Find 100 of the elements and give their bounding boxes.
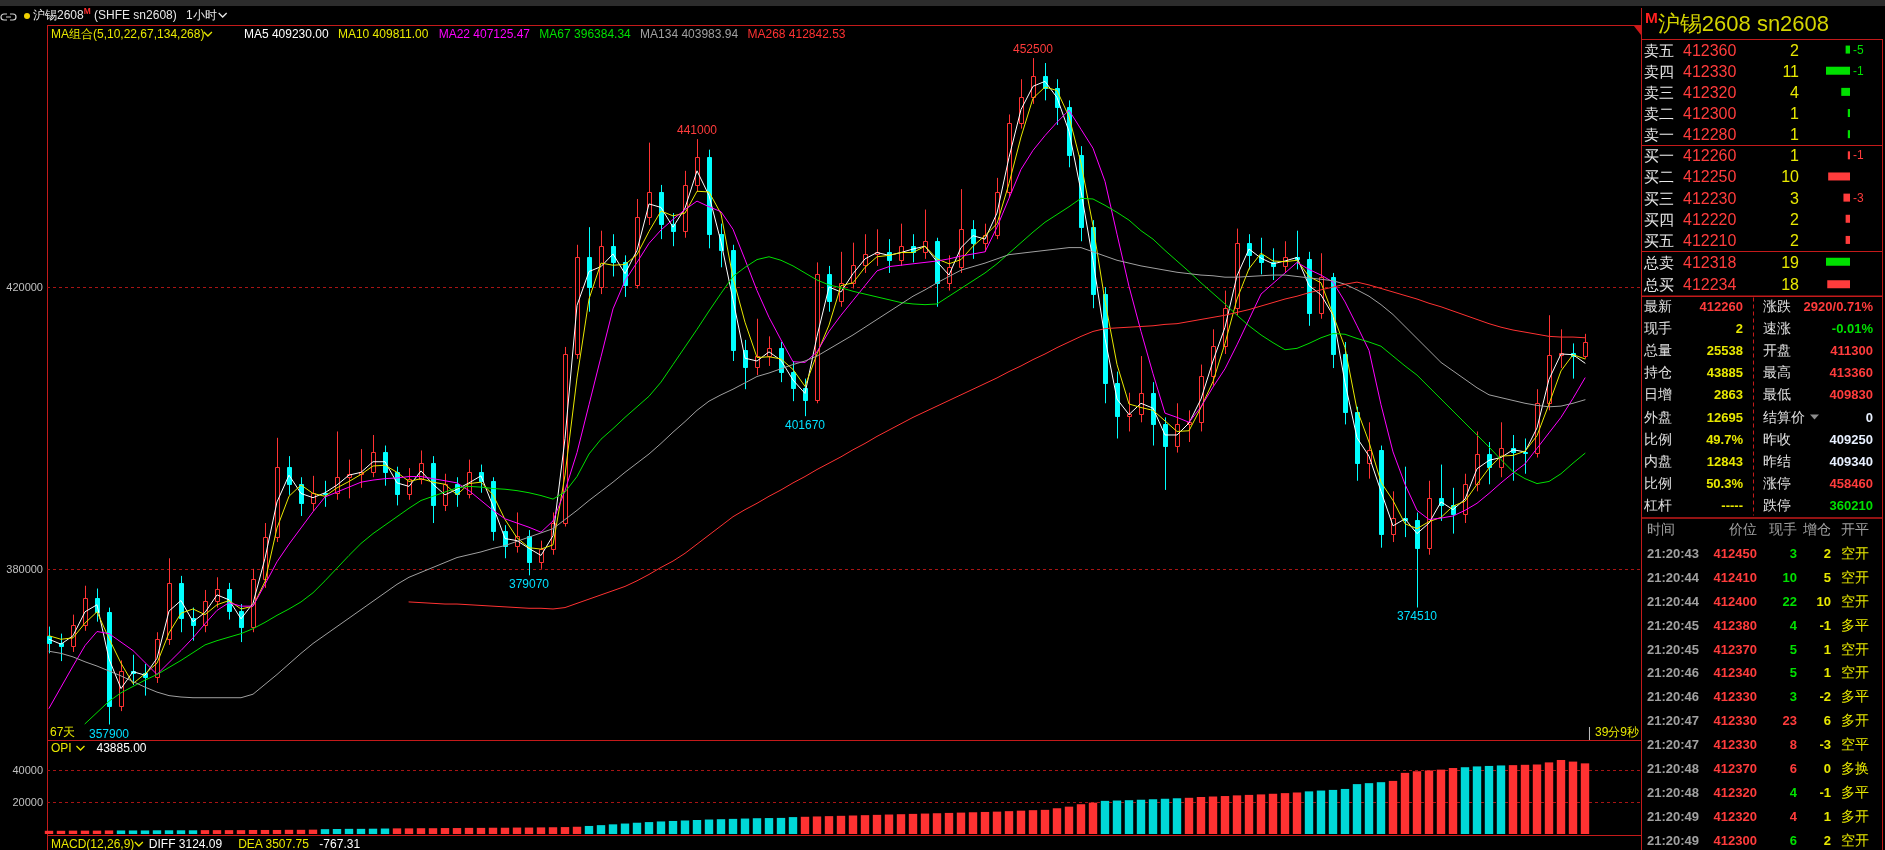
bar	[1088, 802, 1098, 834]
bar	[1847, 151, 1850, 160]
bar	[248, 829, 258, 834]
text: 6	[1789, 760, 1797, 776]
candlestick	[1379, 445, 1384, 549]
bar	[440, 828, 450, 834]
y2-tick-label: 412230	[1683, 189, 1737, 207]
bar	[1124, 800, 1134, 834]
text: -3	[1819, 736, 1831, 752]
text: -1	[1853, 148, 1864, 163]
chart-subtitle: 1小时	[186, 8, 217, 22]
bar	[980, 811, 990, 834]
candlestick	[887, 238, 892, 274]
candlestick	[311, 475, 316, 512]
bar	[680, 820, 690, 834]
text: MA22 407125.47	[438, 27, 531, 41]
y-tick-label: 20000	[12, 795, 43, 808]
text: 外盘	[1644, 408, 1672, 425]
bar	[1847, 109, 1850, 118]
bar	[1016, 810, 1026, 834]
bar	[1292, 792, 1302, 834]
text: 2920/0.71%	[1803, 298, 1874, 314]
text: 412320	[1713, 784, 1757, 800]
bar	[872, 814, 882, 834]
bar	[884, 814, 894, 834]
bar	[548, 827, 558, 834]
bar	[968, 812, 978, 834]
bar	[1256, 794, 1266, 834]
y2-tick-label: 412234	[1683, 275, 1737, 293]
text: -3	[1853, 190, 1864, 205]
bar	[728, 818, 738, 834]
text: MA67 396384.34	[539, 27, 632, 41]
text: 10	[1816, 593, 1831, 609]
bar	[632, 822, 642, 834]
annotation: 357900	[88, 726, 130, 741]
bar	[920, 813, 930, 834]
bar	[1304, 791, 1314, 834]
bar	[608, 824, 618, 834]
candlestick	[587, 226, 592, 313]
y-tick-label: 21:20:44	[1647, 569, 1700, 585]
bar	[692, 820, 702, 834]
bar	[1845, 45, 1850, 54]
bar	[704, 819, 714, 834]
bar	[1148, 799, 1158, 834]
bar	[560, 827, 570, 834]
text: 413360	[1829, 364, 1873, 380]
text: OPI	[51, 741, 72, 755]
text: 0	[1865, 409, 1873, 424]
candlestick	[239, 603, 244, 643]
bar	[1076, 804, 1086, 834]
bar	[1496, 765, 1506, 834]
text: 3	[1789, 545, 1797, 561]
text: 多平	[1841, 616, 1869, 633]
bar	[116, 830, 126, 834]
data-label: 4	[1790, 83, 1800, 101]
text: 开盘	[1763, 342, 1791, 359]
bar	[824, 816, 834, 834]
y-tick-label: 买一	[1644, 146, 1674, 164]
text: 2	[1735, 320, 1743, 336]
bar	[152, 830, 162, 834]
candlestick	[1127, 392, 1132, 432]
bar	[488, 827, 498, 834]
y-tick-label: 21:20:47	[1647, 712, 1700, 728]
bar	[788, 817, 798, 834]
bar	[404, 828, 414, 834]
text: 22	[1782, 593, 1797, 609]
bar	[104, 830, 114, 834]
bar	[572, 826, 582, 834]
text: 多换	[1841, 760, 1869, 776]
candlestick	[1427, 480, 1432, 556]
bar	[1448, 768, 1458, 834]
bar	[596, 825, 606, 834]
annotation: 374510	[1396, 609, 1438, 624]
text: 49.7%	[1706, 431, 1744, 447]
bar	[476, 827, 486, 834]
bar	[1376, 782, 1386, 834]
data-label: 10	[1781, 167, 1800, 185]
text: 昨收	[1763, 430, 1791, 447]
candlestick	[1187, 409, 1192, 443]
candlestick	[1151, 381, 1156, 447]
bar	[896, 814, 906, 834]
text: 杠杆	[1643, 496, 1672, 513]
text: 412330	[1713, 736, 1757, 752]
bar	[1028, 810, 1038, 834]
bar	[668, 820, 678, 834]
text: 409830	[1829, 386, 1873, 402]
data-label: 18	[1781, 275, 1800, 293]
bar	[1268, 793, 1278, 834]
text: 1	[1823, 641, 1831, 656]
text: 39分9秒	[1594, 725, 1639, 739]
candlestick	[659, 184, 664, 240]
text: 多开	[1841, 712, 1869, 729]
bar	[656, 821, 666, 834]
y2-tick-label: 412360	[1683, 41, 1737, 59]
text: 412330	[1713, 712, 1757, 728]
bar	[1112, 800, 1122, 834]
bar	[1328, 789, 1338, 834]
text: 涨停	[1763, 474, 1791, 491]
text: 2	[1823, 832, 1831, 848]
data-label: 2	[1790, 231, 1800, 249]
